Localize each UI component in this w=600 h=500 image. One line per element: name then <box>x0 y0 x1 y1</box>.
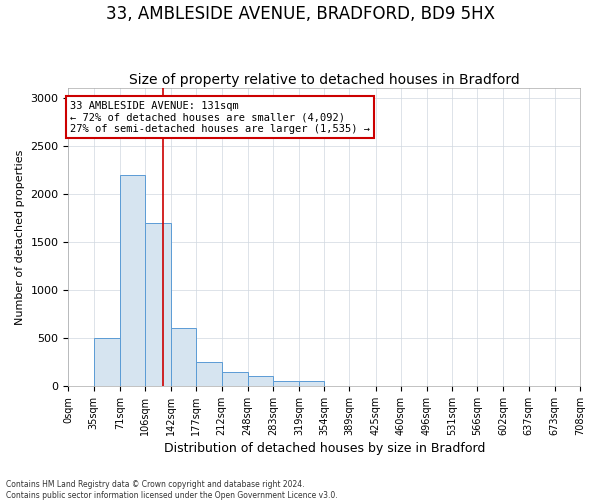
Bar <box>94 338 120 386</box>
Bar <box>273 381 299 386</box>
Bar <box>299 381 324 386</box>
Bar <box>120 174 145 386</box>
Text: Contains HM Land Registry data © Crown copyright and database right 2024.
Contai: Contains HM Land Registry data © Crown c… <box>6 480 338 500</box>
Bar <box>171 328 196 386</box>
Bar <box>221 372 248 386</box>
Bar <box>145 222 171 386</box>
Bar <box>196 362 221 386</box>
Text: 33 AMBLESIDE AVENUE: 131sqm
← 72% of detached houses are smaller (4,092)
27% of : 33 AMBLESIDE AVENUE: 131sqm ← 72% of det… <box>70 100 370 134</box>
Title: Size of property relative to detached houses in Bradford: Size of property relative to detached ho… <box>129 73 520 87</box>
Bar <box>248 376 273 386</box>
Text: 33, AMBLESIDE AVENUE, BRADFORD, BD9 5HX: 33, AMBLESIDE AVENUE, BRADFORD, BD9 5HX <box>106 5 494 23</box>
Y-axis label: Number of detached properties: Number of detached properties <box>15 150 25 325</box>
X-axis label: Distribution of detached houses by size in Bradford: Distribution of detached houses by size … <box>164 442 485 455</box>
